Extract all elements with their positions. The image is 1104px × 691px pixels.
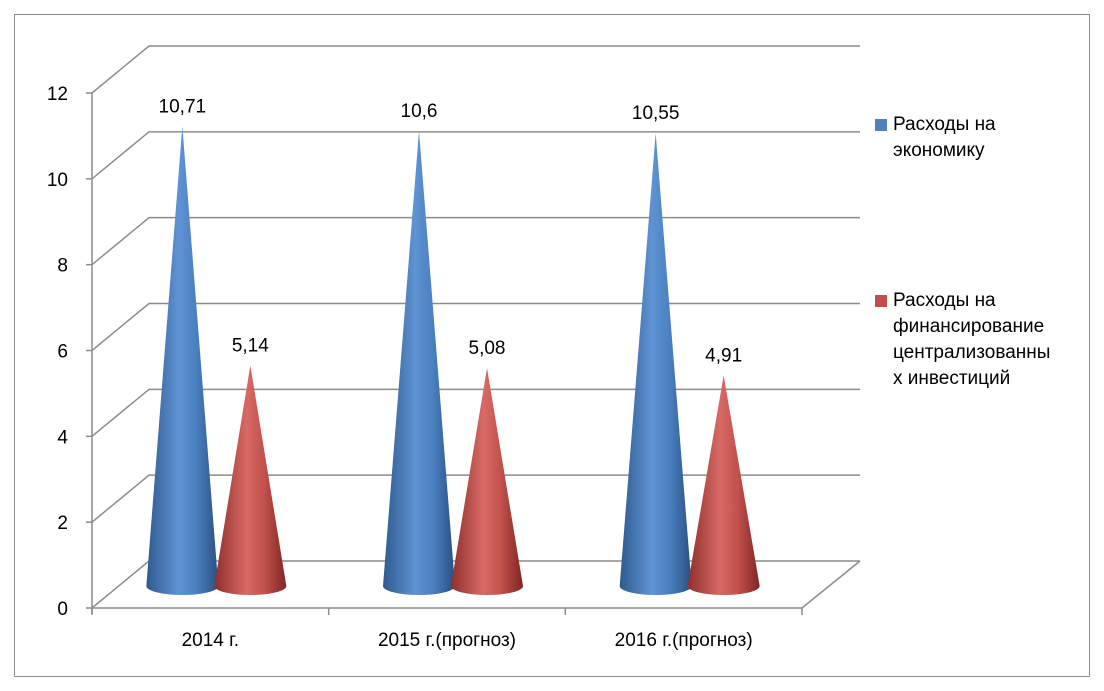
- x-tick-label: 2015 г.(прогноз): [378, 630, 516, 651]
- cone-body: [619, 133, 692, 595]
- cone-body: [214, 365, 287, 595]
- y-tick-label: 2: [57, 513, 68, 534]
- gridline: [91, 474, 860, 523]
- legend-label: Расходы на экономику: [893, 114, 996, 161]
- cone-body: [687, 375, 760, 595]
- cone-investment: [214, 365, 287, 595]
- label-layer: 10,71 10,6 10,55 5,14 5,08 4,91: [159, 96, 743, 366]
- data-label: 10,71: [159, 96, 207, 117]
- y-tick-label: 12: [47, 84, 68, 105]
- cone-body: [451, 367, 523, 595]
- legend-label: Расходы на финансирование централизованн…: [893, 290, 1051, 389]
- y-tick-label: 6: [57, 342, 68, 363]
- gridline: [91, 302, 860, 352]
- cone-economy: [383, 131, 455, 596]
- legend-swatch: [875, 295, 887, 307]
- gridline: [91, 388, 860, 437]
- gridline: [91, 216, 860, 266]
- gridline: [91, 45, 860, 94]
- gridline: [91, 131, 860, 180]
- y-tick-label: 10: [47, 170, 68, 191]
- cone-investment: [451, 367, 523, 595]
- axis-layer: 0 2 4 6 8 10 12 2014 г. 2015 г.(прогноз) 2016 г.(…: [47, 84, 803, 651]
- data-label: 5,08: [469, 338, 506, 359]
- data-label: 4,91: [705, 345, 742, 366]
- cone-economy: [619, 133, 692, 595]
- y-tick-label: 4: [57, 427, 68, 448]
- x-tick-label: 2014 г.: [182, 630, 239, 651]
- cone-investment: [687, 375, 760, 595]
- mark-layer: [146, 126, 760, 596]
- cone-economy: [146, 126, 219, 596]
- x-tick-label: 2016 г.(прогноз): [615, 630, 753, 651]
- chart-frame: [14, 14, 1090, 677]
- y-tick-label: 0: [57, 599, 68, 620]
- legend-swatch: [875, 119, 887, 131]
- data-label: 10,55: [632, 103, 680, 124]
- data-label: 5,14: [232, 335, 269, 356]
- y-tick-label: 8: [57, 256, 68, 277]
- cone-body: [146, 126, 219, 596]
- cone-body: [383, 131, 455, 596]
- data-label: 10,6: [401, 101, 438, 122]
